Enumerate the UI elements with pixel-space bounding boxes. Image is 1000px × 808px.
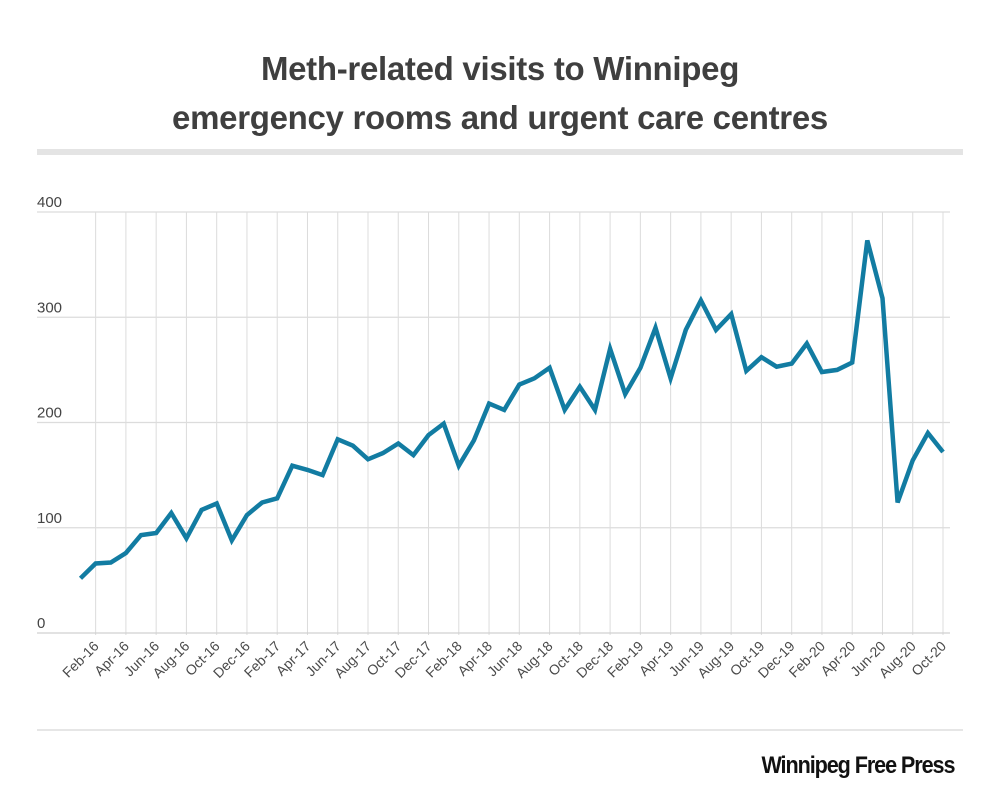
data-point: Sep-18: 212: [563, 408, 567, 412]
series-layer: Jan-16: 52 Feb-16: 66 Mar-16: 67 Apr-16: 76…: [78, 238, 945, 580]
vertical-gridlines: [95, 212, 944, 635]
data-point: Jul-16: 114: [169, 511, 173, 515]
header-divider: [37, 149, 963, 155]
data-point: Nov-19: 253: [775, 365, 779, 369]
data-point: Jun-20: 318: [880, 296, 884, 300]
data-point: Aug-19: 303: [729, 312, 733, 316]
data-point: Feb-16: 66: [94, 562, 98, 566]
data-point: Aug-16: 90: [184, 536, 188, 540]
data-point: Sep-16: 117: [200, 508, 204, 512]
data-point: Apr-20: 257: [850, 361, 854, 365]
data-point: Oct-19: 262: [759, 355, 763, 359]
data-point: Jun-16: 95: [154, 531, 158, 535]
data-point: Nov-17: 169: [411, 453, 415, 457]
y-tick-label: 100: [37, 510, 62, 527]
data-point: Sep-17: 171: [381, 451, 385, 455]
data-point: Jun-19: 316: [699, 298, 703, 302]
data-point: Jul-18: 242: [532, 376, 536, 380]
data-point: Jun-17: 184: [336, 437, 340, 441]
data-point: Feb-17: 128: [275, 496, 279, 500]
series-line: [78, 239, 945, 580]
data-point: Jan-16: 52: [79, 576, 83, 580]
data-point: Oct-16: 123: [215, 502, 219, 506]
data-point: Feb-20: 248: [820, 370, 824, 374]
data-point: Apr-18: 218: [487, 402, 491, 406]
data-point: Dec-18: 270: [608, 347, 612, 351]
y-axis-labels: 0 100 200 300 400: [37, 194, 62, 632]
footer-divider: [37, 729, 963, 731]
data-point: Aug-17: 165: [366, 457, 370, 461]
chart-title: Meth-related visits to Winnipeg emergenc…: [0, 44, 1000, 142]
data-point: Mar-17: 159: [290, 464, 294, 468]
data-point: Apr-17: 155: [305, 468, 309, 472]
data-point: Jan-20: 275: [805, 342, 809, 346]
data-point: Jan-19: 227: [623, 392, 627, 396]
data-point: Oct-17: 180: [396, 442, 400, 446]
y-tick-label: 0: [37, 615, 45, 632]
chart-title-line-2: emergency rooms and urgent care centres: [172, 99, 828, 136]
x-axis-labels: Feb-16Apr-16Jun-16Aug-16Oct-16Dec-16Feb-…: [59, 638, 949, 681]
data-point: Sep-19: 249: [744, 369, 748, 373]
data-point: Jul-19: 288: [714, 328, 718, 332]
data-point: Apr-19: 242: [669, 376, 673, 380]
data-point: Jun-18: 236: [517, 383, 521, 387]
data-point: Aug-18: 252: [548, 366, 552, 370]
data-point: Mar-19: 290: [654, 326, 658, 330]
chart-title-line-1: Meth-related visits to Winnipeg: [260, 50, 740, 87]
data-point: Mar-20: 250: [835, 368, 839, 372]
data-point: Feb-18: 159: [457, 464, 461, 468]
data-point: May-18: 212: [502, 408, 506, 412]
horizontal-gridlines: [37, 211, 950, 634]
y-tick-label: 300: [37, 299, 62, 316]
data-point: Dec-17: 188: [427, 433, 431, 437]
x-tick-label: Oct-20: [908, 638, 949, 679]
data-point: Feb-19: 252: [638, 366, 642, 370]
publisher-logo: Winnipeg Free Press: [761, 752, 955, 779]
data-point: Jan-17: 124: [260, 500, 264, 504]
x-tick-label: Feb-16: [59, 638, 102, 681]
data-point: Sep-20: 190: [926, 431, 930, 435]
y-tick-label: 400: [37, 194, 62, 211]
y-tick-label: 200: [37, 405, 62, 422]
data-point: Oct-18: 234: [578, 385, 582, 389]
data-point: May-17: 150: [321, 473, 325, 477]
data-point: Aug-20: 164: [911, 458, 915, 462]
data-point: Oct-20: 172: [941, 450, 945, 454]
data-point: May-19: 288: [684, 328, 688, 332]
data-point: Dec-19: 256: [790, 362, 794, 366]
data-point: Dec-16: 112: [245, 513, 249, 517]
data-point: Apr-16: 76: [124, 551, 128, 555]
data-point: Jan-18: 199: [442, 422, 446, 426]
data-point: Nov-16: 88: [230, 538, 234, 542]
data-point: Mar-16: 67: [109, 560, 113, 564]
data-point: May-16: 93: [139, 533, 143, 537]
data-point: Jul-17: 178: [351, 444, 355, 448]
data-point: Nov-18: 212: [593, 408, 597, 412]
data-point: Jul-20: 124: [896, 500, 900, 504]
data-point: Mar-18: 183: [472, 438, 476, 442]
data-point: May-20: 373: [865, 238, 869, 242]
